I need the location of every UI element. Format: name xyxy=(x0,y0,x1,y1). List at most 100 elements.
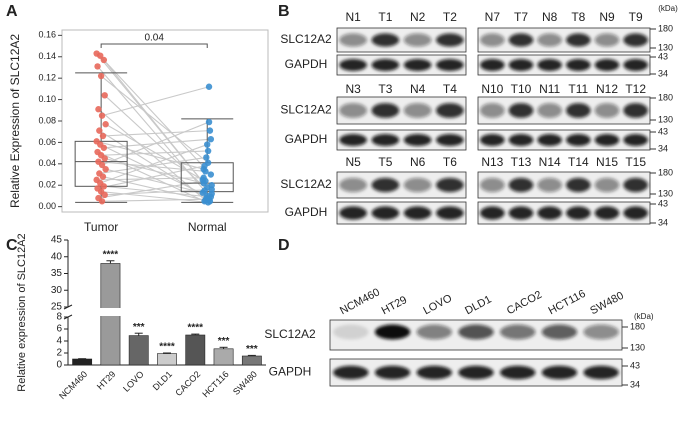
blot-band xyxy=(594,134,620,146)
blot-band xyxy=(374,324,411,340)
blot-band xyxy=(508,206,534,220)
x-tick-label: SW480 xyxy=(231,369,259,397)
blot-band xyxy=(374,365,411,380)
protein-label: GAPDH xyxy=(269,365,312,379)
blot-band xyxy=(623,177,648,193)
blot-band xyxy=(416,324,453,340)
blot-band xyxy=(403,59,432,71)
kda-unit: (kDa) xyxy=(658,4,678,13)
blot-band xyxy=(371,59,400,71)
y-tick-label: 0.06 xyxy=(38,137,56,147)
marker-label: 34 xyxy=(658,68,668,78)
protein-label: SLC12A2 xyxy=(280,32,332,46)
blot-band xyxy=(566,134,591,146)
x-tick-label: Tumor xyxy=(84,220,118,234)
pair-line xyxy=(101,191,209,203)
blot-band xyxy=(508,103,534,118)
blot-band xyxy=(566,103,591,118)
blot-band xyxy=(436,103,464,118)
pair-line xyxy=(105,123,204,181)
blot-strip xyxy=(336,201,467,225)
point xyxy=(199,189,206,196)
marker-label: 130 xyxy=(658,188,673,198)
blot-band xyxy=(371,33,400,47)
lane-label: T12 xyxy=(625,82,646,96)
x-tick-label: HCT116 xyxy=(200,369,230,399)
bar xyxy=(157,353,177,366)
point xyxy=(95,106,102,113)
y-tick-label: 2 xyxy=(56,348,62,359)
marker-label: 43 xyxy=(630,360,640,370)
significance: **** xyxy=(187,323,203,334)
marker-label: 34 xyxy=(658,143,668,153)
blot-band xyxy=(403,33,432,47)
pair-line xyxy=(105,168,203,194)
y-tick-label: 0.12 xyxy=(38,73,56,83)
marker-label: 180 xyxy=(630,321,645,331)
y-tick-label: 0.08 xyxy=(38,115,56,125)
protein-label: GAPDH xyxy=(285,205,328,219)
y-axis-label: Relative expression of SLC12A2 xyxy=(16,233,28,391)
pair-line xyxy=(100,144,208,184)
marker-label: 43 xyxy=(658,126,668,136)
pair-line xyxy=(103,59,212,175)
point xyxy=(100,144,108,151)
point xyxy=(205,83,213,90)
x-tick-label: DLD1 xyxy=(151,369,174,392)
marker-label: 43 xyxy=(658,198,668,208)
blot-band xyxy=(594,59,620,71)
x-tick-label: LOVO xyxy=(121,369,146,394)
lane-label: N10 xyxy=(481,82,503,96)
y-tick-label: 45 xyxy=(51,235,63,246)
blot-band xyxy=(623,206,648,220)
blot-band xyxy=(339,206,367,220)
pair-line xyxy=(103,185,211,198)
point xyxy=(100,183,108,190)
protein-label: SLC12A2 xyxy=(264,327,316,341)
lane-label: CACO2 xyxy=(505,289,544,317)
point xyxy=(98,161,106,169)
lane-label: T8 xyxy=(571,10,585,24)
blot-band xyxy=(594,103,620,118)
protein-label: SLC12A2 xyxy=(280,177,332,191)
point xyxy=(102,165,109,173)
blot-band xyxy=(508,134,534,146)
lane-label: T9 xyxy=(629,10,643,24)
lane-label: N12 xyxy=(596,82,618,96)
pair-line xyxy=(98,180,206,199)
point xyxy=(206,127,214,134)
y-tick-label: 0.16 xyxy=(38,30,56,40)
significance-bracket xyxy=(100,43,208,48)
pair-line xyxy=(101,86,210,117)
blot-band xyxy=(339,103,367,118)
pair-line xyxy=(101,121,210,166)
lane-label: N5 xyxy=(345,155,361,169)
x-tick-label: Normal xyxy=(188,220,227,234)
point xyxy=(202,177,209,185)
pair-line xyxy=(96,177,204,181)
point xyxy=(102,121,109,128)
blot-band xyxy=(436,177,464,193)
blot-band xyxy=(623,59,648,71)
pair-line xyxy=(96,140,204,170)
point xyxy=(204,141,211,148)
lane-label: N6 xyxy=(410,155,426,169)
significance: *** xyxy=(133,322,145,333)
blot-band xyxy=(480,103,505,118)
panel-label: C xyxy=(6,237,18,254)
blot-band xyxy=(537,177,562,193)
lane-label: DLD1 xyxy=(463,293,493,317)
point xyxy=(204,147,212,155)
blot-band xyxy=(594,177,620,193)
x-tick-label: CACO2 xyxy=(173,369,202,398)
bar xyxy=(185,334,206,366)
blot-strip xyxy=(477,171,651,199)
blot-strip xyxy=(336,129,467,151)
lane-label: N8 xyxy=(542,10,558,24)
pair-line xyxy=(102,130,210,137)
blot-band xyxy=(508,59,534,71)
lane-label: T10 xyxy=(511,82,532,96)
point xyxy=(205,195,213,203)
blot-band xyxy=(339,134,367,146)
